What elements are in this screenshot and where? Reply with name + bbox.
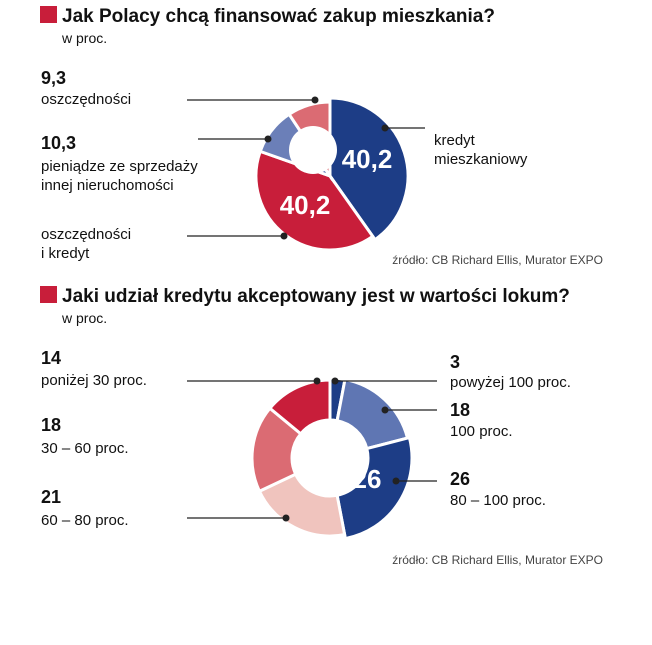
value-label: 21 (41, 487, 61, 507)
value-label: 3 (450, 352, 460, 372)
title-marker-icon (40, 286, 57, 303)
chart-1-title: Jak Polacy chcą finansować zakup mieszka… (62, 6, 495, 27)
source-note: źródło: CB Richard Ellis, Murator EXPO (392, 553, 603, 567)
value-label: 18 (450, 400, 470, 420)
chart-1-pie (254, 96, 410, 252)
source-note: źródło: CB Richard Ellis, Murator EXPO (392, 253, 603, 267)
value-label: 10,3 (41, 133, 76, 153)
value-label: 26 (450, 469, 470, 489)
category-label: oszczędności (41, 226, 131, 243)
leader-dot (381, 406, 389, 414)
chart-2: Jaki udział kredytu akceptowany jest w w… (40, 286, 603, 567)
chart-2-subtitle: w proc. (61, 310, 107, 326)
category-label: i kredyt (41, 245, 90, 262)
pie-slice (335, 377, 410, 451)
pie-center-hole (289, 126, 337, 174)
leader-dot (282, 514, 290, 522)
value-label: 9,3 (41, 68, 66, 88)
category-label: oszczędności (41, 91, 131, 108)
slice-value-label: 40,2 (342, 144, 393, 174)
category-label: powyżej 100 proc. (450, 374, 571, 391)
chart-2-donut (250, 376, 414, 541)
value-label: 14 (41, 348, 61, 368)
chart-1-subtitle: w proc. (61, 30, 107, 46)
value-label: 18 (41, 415, 61, 435)
category-label: poniżej 30 proc. (41, 372, 147, 389)
category-label: kredyt (434, 132, 476, 149)
category-label: 60 – 80 proc. (41, 512, 129, 529)
category-label: mieszkaniowy (434, 151, 528, 168)
category-label: innej nieruchomości (41, 177, 174, 194)
leader-dot (264, 135, 272, 143)
leader-dot (392, 477, 400, 485)
category-label: 100 proc. (450, 423, 513, 440)
chart-1: Jak Polacy chcą finansować zakup mieszka… (40, 6, 603, 267)
category-label: 80 – 100 proc. (450, 492, 546, 509)
pie-slice (335, 435, 414, 541)
pie-slice (328, 96, 410, 242)
title-marker-icon (40, 6, 57, 23)
slice-value-label: 40,2 (280, 190, 331, 220)
chart-2-title: Jaki udział kredytu akceptowany jest w w… (62, 286, 570, 307)
category-label: pieniądze ze sprzedaży (41, 158, 198, 175)
leader-dot (311, 96, 319, 104)
pie-slice (267, 378, 332, 436)
leader-dot (331, 377, 339, 385)
leader-dot (313, 377, 321, 385)
leader-dot (381, 124, 389, 132)
leader-dot (280, 232, 288, 240)
slice-value-label: 26 (353, 464, 382, 494)
category-label: 30 – 60 proc. (41, 440, 129, 457)
